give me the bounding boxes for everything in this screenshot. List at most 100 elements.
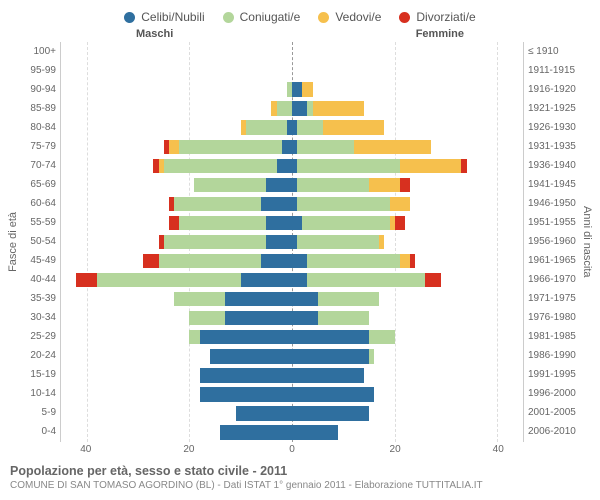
bar-male bbox=[61, 273, 292, 287]
legend-label: Divorziati/e bbox=[416, 10, 475, 24]
bar-male bbox=[61, 387, 292, 401]
age-label: 65-69 bbox=[20, 175, 56, 194]
segment-single bbox=[292, 425, 338, 439]
segment-married bbox=[179, 140, 282, 154]
pyramid-row bbox=[61, 309, 523, 328]
bar-female bbox=[292, 368, 523, 382]
age-label: 70-74 bbox=[20, 156, 56, 175]
birth-label: 2006-2010 bbox=[528, 423, 580, 442]
segment-single bbox=[236, 406, 292, 420]
segment-divorced bbox=[169, 216, 179, 230]
bar-female bbox=[292, 216, 523, 230]
bar-male bbox=[61, 178, 292, 192]
birth-label: 1961-1965 bbox=[528, 252, 580, 271]
pyramid-row bbox=[61, 42, 523, 61]
segment-divorced bbox=[461, 159, 466, 173]
footer: Popolazione per età, sesso e stato civil… bbox=[6, 458, 594, 492]
segment-single bbox=[200, 387, 292, 401]
legend-swatch bbox=[124, 12, 135, 23]
label-male: Maschi bbox=[136, 28, 173, 40]
segment-single bbox=[292, 273, 307, 287]
age-label: 60-64 bbox=[20, 194, 56, 213]
segment-single bbox=[292, 311, 318, 325]
segment-married bbox=[174, 292, 225, 306]
legend-swatch bbox=[399, 12, 410, 23]
pyramid-row bbox=[61, 194, 523, 213]
bar-female bbox=[292, 159, 523, 173]
segment-divorced bbox=[400, 178, 410, 192]
legend-label: Vedovi/e bbox=[335, 10, 381, 24]
segment-married bbox=[297, 159, 400, 173]
legend-label: Celibi/Nubili bbox=[141, 10, 204, 24]
bar-male bbox=[61, 349, 292, 363]
bar-male bbox=[61, 235, 292, 249]
bar-male bbox=[61, 197, 292, 211]
segment-married bbox=[174, 197, 261, 211]
birth-label: 1996-2000 bbox=[528, 385, 580, 404]
chart-area: Fasce di età 100+95-9990-9485-8980-8475-… bbox=[6, 42, 594, 442]
segment-divorced bbox=[76, 273, 97, 287]
segment-single bbox=[292, 292, 318, 306]
segment-single bbox=[292, 330, 369, 344]
age-label: 30-34 bbox=[20, 309, 56, 328]
birth-label: 1931-1935 bbox=[528, 137, 580, 156]
age-label: 45-49 bbox=[20, 252, 56, 271]
birth-label: 1956-1960 bbox=[528, 232, 580, 251]
bar-female bbox=[292, 387, 523, 401]
segment-married bbox=[307, 273, 425, 287]
bar-female bbox=[292, 292, 523, 306]
bar-female bbox=[292, 44, 523, 58]
birth-label: 1936-1940 bbox=[528, 156, 580, 175]
segment-single bbox=[282, 140, 292, 154]
segment-single bbox=[220, 425, 292, 439]
age-label: 5-9 bbox=[20, 404, 56, 423]
segment-widowed bbox=[369, 178, 400, 192]
y-axis-title-left: Fasce di età bbox=[6, 42, 20, 442]
segment-single bbox=[266, 216, 292, 230]
pyramid-row bbox=[61, 80, 523, 99]
segment-widowed bbox=[390, 197, 411, 211]
bar-male bbox=[61, 425, 292, 439]
bar-female bbox=[292, 235, 523, 249]
bar-male bbox=[61, 120, 292, 134]
segment-married bbox=[159, 254, 262, 268]
segment-single bbox=[292, 349, 369, 363]
bar-male bbox=[61, 140, 292, 154]
birth-label: 1926-1930 bbox=[528, 118, 580, 137]
birth-label: 1941-1945 bbox=[528, 175, 580, 194]
bar-female bbox=[292, 140, 523, 154]
segment-widowed bbox=[379, 235, 384, 249]
age-label: 35-39 bbox=[20, 290, 56, 309]
bar-female bbox=[292, 254, 523, 268]
bar-male bbox=[61, 406, 292, 420]
segment-single bbox=[292, 216, 302, 230]
age-label: 20-24 bbox=[20, 347, 56, 366]
bar-male bbox=[61, 44, 292, 58]
segment-married bbox=[246, 120, 287, 134]
segment-single bbox=[292, 101, 307, 115]
bar-female bbox=[292, 82, 523, 96]
legend-item: Coniugati/e bbox=[223, 10, 301, 24]
segment-married bbox=[97, 273, 241, 287]
x-tick: 20 bbox=[390, 444, 401, 455]
segment-widowed bbox=[313, 101, 364, 115]
birth-label: 1951-1955 bbox=[528, 213, 580, 232]
segment-single bbox=[261, 254, 292, 268]
segment-single bbox=[200, 368, 292, 382]
age-label: 90-94 bbox=[20, 80, 56, 99]
birth-label: 1976-1980 bbox=[528, 309, 580, 328]
segment-widowed bbox=[400, 254, 410, 268]
segment-widowed bbox=[302, 82, 312, 96]
pyramid-row bbox=[61, 118, 523, 137]
age-labels: 100+95-9990-9485-8980-8475-7970-7465-696… bbox=[20, 42, 60, 442]
bar-female bbox=[292, 425, 523, 439]
pyramid-row bbox=[61, 232, 523, 251]
y-axis-title-left-text: Fasce di età bbox=[7, 212, 19, 272]
legend-item: Celibi/Nubili bbox=[124, 10, 204, 24]
legend-swatch bbox=[318, 12, 329, 23]
bar-female bbox=[292, 120, 523, 134]
segment-married bbox=[189, 330, 199, 344]
birth-label: 1981-1985 bbox=[528, 328, 580, 347]
segment-single bbox=[210, 349, 292, 363]
segment-divorced bbox=[425, 273, 440, 287]
